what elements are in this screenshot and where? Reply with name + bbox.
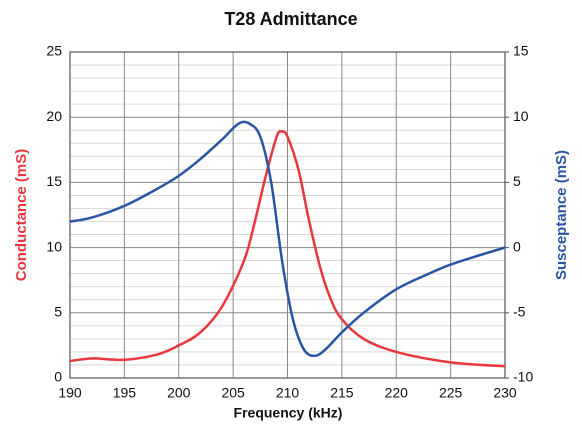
y2-tick-label: -5 [513, 304, 526, 320]
x-tick-label: 200 [167, 385, 191, 401]
y-axis-label: Conductance (mS) [13, 149, 30, 282]
y2-tick-label: 5 [513, 173, 521, 189]
line-series [69, 120, 506, 358]
y2-tick-label: 0 [513, 238, 521, 254]
line-series [69, 130, 506, 368]
y-tick-label: 10 [46, 238, 62, 254]
chart-title: T28 Admittance [224, 9, 357, 29]
x-tick-label: 220 [385, 385, 409, 401]
y2-tick-label: -10 [513, 369, 533, 385]
x-tick-label: 225 [439, 385, 463, 401]
y-tick-label: 0 [54, 369, 62, 385]
plot-frame [69, 51, 506, 379]
y-tick-label: 20 [46, 108, 62, 124]
x-tick-label: 205 [221, 385, 245, 401]
x-tick-label: 190 [58, 385, 82, 401]
y-tick-label: 15 [46, 173, 62, 189]
x-axis-label: Frequency (kHz) [234, 405, 343, 421]
y2-tick-label: 15 [513, 43, 529, 59]
y2-tick-label: 10 [513, 108, 529, 124]
x-tick-label: 210 [276, 385, 300, 401]
x-tick-label: 230 [493, 385, 517, 401]
y-tick-label: 5 [54, 304, 62, 320]
x-tick-label: 215 [330, 385, 354, 401]
y2-axis-label: Susceptance (mS) [553, 150, 570, 280]
y-tick-label: 25 [46, 43, 62, 59]
x-tick-label: 195 [113, 385, 137, 401]
